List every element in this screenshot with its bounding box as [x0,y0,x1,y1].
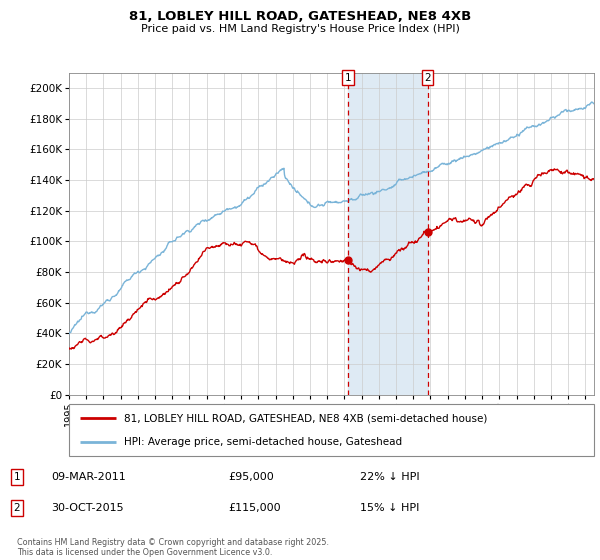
Text: 30-OCT-2015: 30-OCT-2015 [51,503,124,513]
Text: 15% ↓ HPI: 15% ↓ HPI [360,503,419,513]
Text: £115,000: £115,000 [228,503,281,513]
Text: 22% ↓ HPI: 22% ↓ HPI [360,472,419,482]
Text: 2: 2 [424,73,431,83]
Text: Contains HM Land Registry data © Crown copyright and database right 2025.
This d: Contains HM Land Registry data © Crown c… [17,538,329,557]
Text: 81, LOBLEY HILL ROAD, GATESHEAD, NE8 4XB (semi-detached house): 81, LOBLEY HILL ROAD, GATESHEAD, NE8 4XB… [124,413,487,423]
Text: 1: 1 [13,472,20,482]
Bar [347,73,428,395]
Text: 2: 2 [13,503,20,513]
Text: 09-MAR-2011: 09-MAR-2011 [51,472,126,482]
Text: £95,000: £95,000 [228,472,274,482]
Text: 1: 1 [344,73,351,83]
Text: Price paid vs. HM Land Registry's House Price Index (HPI): Price paid vs. HM Land Registry's House … [140,24,460,34]
Text: HPI: Average price, semi-detached house, Gateshead: HPI: Average price, semi-detached house,… [124,437,402,447]
Text: 81, LOBLEY HILL ROAD, GATESHEAD, NE8 4XB: 81, LOBLEY HILL ROAD, GATESHEAD, NE8 4XB [129,10,471,22]
